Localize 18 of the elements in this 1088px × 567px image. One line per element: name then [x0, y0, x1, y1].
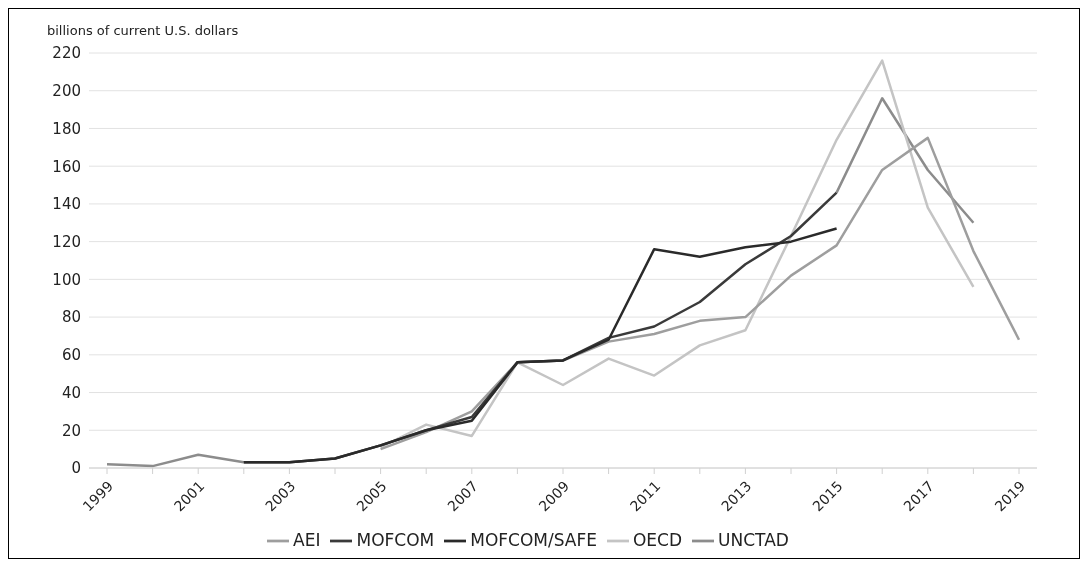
- y-tick-label: 160: [52, 157, 81, 176]
- y-tick-label: 220: [52, 44, 81, 63]
- y-tick-label: 0: [71, 459, 81, 478]
- y-tick-label: 140: [52, 195, 81, 214]
- y-axis-title: billions of current U.S. dollars: [47, 23, 239, 38]
- legend-label: AEI: [293, 530, 321, 550]
- y-tick-label: 20: [61, 421, 81, 440]
- legend-label: UNCTAD: [718, 530, 789, 550]
- legend-label: MOFCOM/SAFE: [470, 530, 597, 550]
- y-tick-label: 180: [52, 119, 81, 138]
- y-tick-label: 80: [61, 308, 81, 327]
- y-tick-label: 60: [61, 346, 81, 365]
- legend-label: MOFCOM: [356, 530, 435, 550]
- y-tick-label: 120: [52, 232, 81, 251]
- y-tick-label: 100: [52, 270, 81, 289]
- y-tick-label: 40: [61, 383, 81, 402]
- y-tick-label: 200: [52, 82, 81, 101]
- legend-label: OECD: [632, 530, 683, 550]
